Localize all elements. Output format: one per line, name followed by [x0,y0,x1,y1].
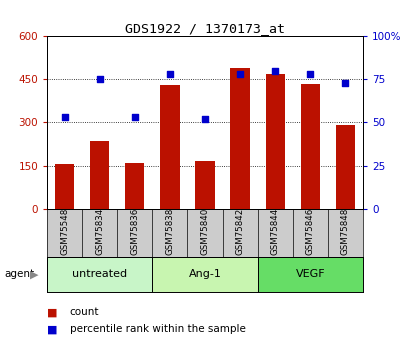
Bar [55,164,74,209]
Title: GDS1922 / 1370173_at: GDS1922 / 1370173_at [125,22,284,35]
Text: GSM75846: GSM75846 [305,207,314,255]
Point [236,71,243,77]
Text: ■: ■ [47,325,58,334]
Text: GSM75836: GSM75836 [130,207,139,255]
Bar [160,85,179,209]
Text: ▶: ▶ [29,269,38,279]
Text: GSM75844: GSM75844 [270,207,279,255]
Bar [257,257,362,292]
Text: ■: ■ [47,307,58,317]
Text: VEGF: VEGF [295,269,324,279]
Bar [300,83,319,209]
Point [166,71,173,77]
Bar [90,141,109,209]
Text: percentile rank within the sample: percentile rank within the sample [70,325,245,334]
Text: GSM75848: GSM75848 [340,207,349,255]
Point [201,116,208,122]
Text: GSM75548: GSM75548 [60,207,69,255]
Text: GSM75840: GSM75840 [200,207,209,255]
Bar [125,163,144,209]
Point [96,77,103,82]
Text: agent: agent [4,269,34,279]
Point [341,80,348,86]
Bar [335,125,354,209]
Point [271,68,278,73]
Point [131,115,138,120]
Text: untreated: untreated [72,269,127,279]
Point [61,115,68,120]
Text: GSM75842: GSM75842 [235,207,244,255]
Bar [152,257,257,292]
Bar [47,257,152,292]
Text: Ang-1: Ang-1 [188,269,221,279]
Bar [195,161,214,209]
Bar [265,73,284,209]
Text: count: count [70,307,99,317]
Point [306,71,313,77]
Text: GSM75834: GSM75834 [95,207,104,255]
Text: GSM75838: GSM75838 [165,207,174,255]
Bar [230,68,249,209]
